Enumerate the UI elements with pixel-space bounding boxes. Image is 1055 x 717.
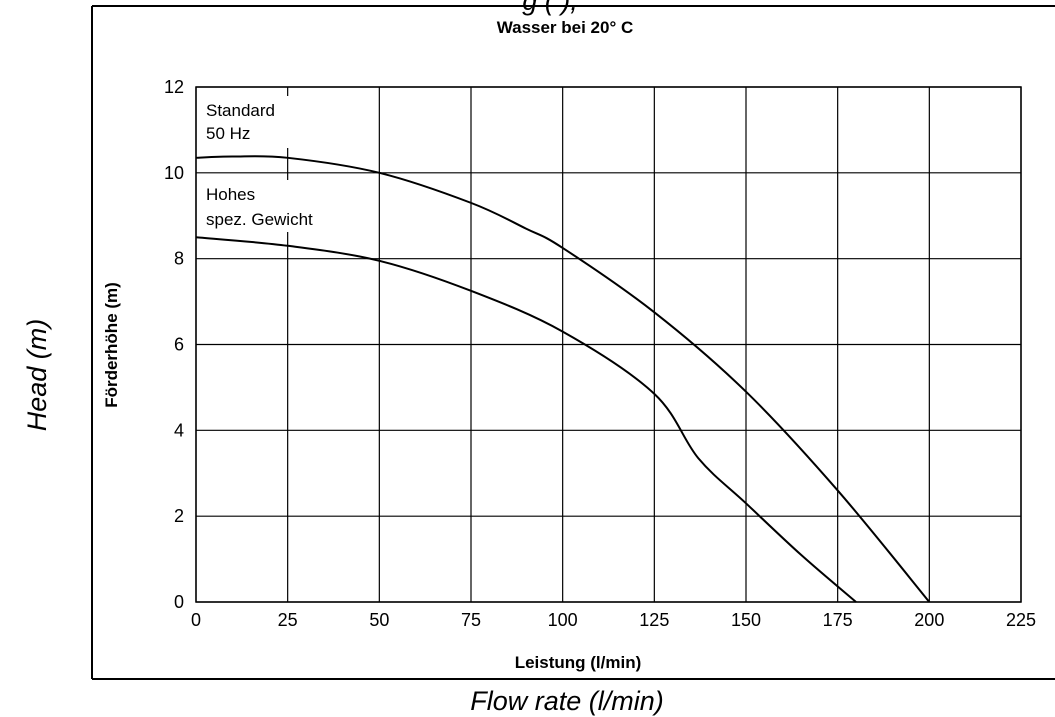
x-tick-labels: 0 25 50 75 100 125 150 175 200 225	[191, 610, 1036, 630]
y-tick-label: 8	[174, 249, 184, 269]
x-tick-label: 25	[278, 610, 298, 630]
annotation-standard-line1: Standard	[206, 101, 275, 120]
y-tick-label: 0	[174, 592, 184, 612]
x-tick-label: 0	[191, 610, 201, 630]
top-partial-heading: g ( ),	[522, 0, 578, 16]
x-tick-label: 225	[1006, 610, 1036, 630]
series-lines	[195, 155, 931, 603]
y-axis-title: Förderhöhe (m)	[102, 282, 121, 408]
y-tick-label: 2	[174, 506, 184, 526]
x-tick-label: 125	[639, 610, 669, 630]
plot-area-border	[195, 86, 1022, 603]
x-tick-label: 100	[548, 610, 578, 630]
annotation-hohes: Hohes spez. Gewicht	[200, 180, 348, 232]
x-axis-title: Leistung (l/min)	[515, 653, 642, 672]
y-tick-label: 12	[164, 77, 184, 97]
y-tick-label: 4	[174, 420, 184, 440]
x-tick-label: 175	[823, 610, 853, 630]
series-line-standard	[195, 155, 931, 603]
y-tick-label: 6	[174, 335, 184, 355]
x-tick-label: 50	[369, 610, 389, 630]
x-tick-label: 200	[914, 610, 944, 630]
grid-lines	[195, 86, 1022, 603]
annotation-hohes-line2: spez. Gewicht	[206, 210, 313, 229]
annotation-standard: Standard 50 Hz	[200, 96, 300, 148]
x-tick-label: 75	[461, 610, 481, 630]
chart-title: Wasser bei 20° C	[497, 18, 634, 37]
y-tick-labels: 0 2 4 6 8 10 12	[164, 77, 184, 612]
outer-y-label: Head (m)	[22, 319, 52, 432]
series-line-hohes	[195, 236, 857, 603]
x-tick-label: 150	[731, 610, 761, 630]
annotation-standard-line2: 50 Hz	[206, 124, 250, 143]
outer-x-label: Flow rate (l/min)	[470, 686, 664, 716]
y-tick-label: 10	[164, 163, 184, 183]
annotation-hohes-line1: Hohes	[206, 185, 255, 204]
